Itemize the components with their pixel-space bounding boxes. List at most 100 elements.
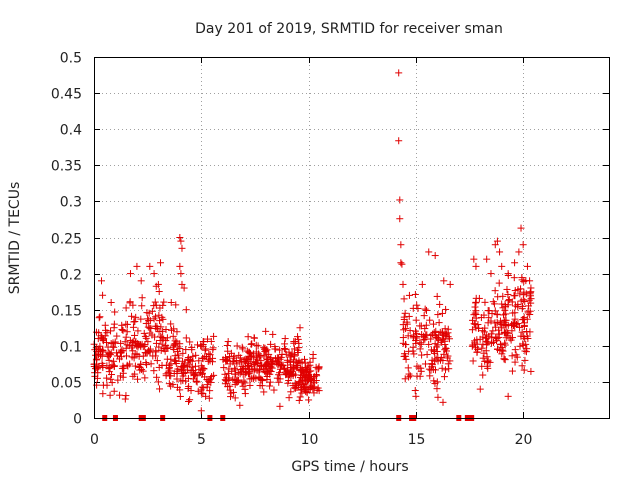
scatter-point — [395, 69, 403, 77]
scatter-point — [108, 361, 116, 369]
scatter-point — [244, 333, 252, 341]
scatter-point — [470, 255, 478, 263]
scatter-point — [197, 342, 205, 350]
scatter-point — [285, 394, 293, 402]
scatter-point — [511, 346, 519, 354]
scatter-point — [197, 389, 205, 397]
scatter-point — [431, 349, 439, 357]
scatter-point — [413, 301, 421, 309]
scatter-point — [226, 386, 234, 394]
y-tick-label: 0.35 — [51, 159, 82, 175]
scatter-point — [155, 328, 163, 336]
scatter-point — [481, 298, 489, 306]
scatter-point — [175, 354, 183, 362]
scatter-point — [179, 377, 187, 385]
scatter-point — [185, 382, 193, 390]
scatter-point — [147, 360, 155, 368]
scatter-point — [122, 392, 130, 400]
scatter-point — [246, 381, 254, 389]
scatter-point — [180, 284, 188, 292]
scatter-point — [468, 342, 476, 350]
scatter-point — [399, 334, 407, 342]
scatter-point — [517, 297, 525, 305]
scatter-point — [418, 351, 426, 359]
scatter-point — [496, 341, 504, 349]
scatter-point — [121, 395, 129, 403]
scatter-point — [260, 388, 268, 396]
scatter-point — [508, 367, 516, 375]
scatter-point — [517, 285, 525, 293]
scatter-point — [523, 345, 531, 353]
scatter-point — [475, 324, 483, 332]
scatter-point — [472, 314, 480, 322]
scatter-point — [481, 357, 489, 365]
scatter-point — [233, 360, 241, 368]
scatter-point — [416, 322, 424, 330]
scatter-point — [290, 339, 298, 347]
scatter-point — [276, 346, 284, 354]
scatter-point — [406, 327, 414, 335]
scatter-point — [504, 270, 512, 278]
scatter-point — [199, 355, 207, 363]
scatter-point — [431, 340, 439, 348]
scatter-point — [130, 318, 138, 326]
scatter-point — [442, 305, 450, 313]
scatter-point — [138, 294, 146, 302]
scatter-point — [400, 352, 408, 360]
scatter-point — [186, 356, 194, 364]
scatter-point — [262, 327, 270, 335]
scatter-point — [154, 280, 162, 288]
scatter-point — [173, 375, 181, 383]
scatter-point — [181, 361, 189, 369]
scatter-point — [298, 371, 306, 379]
scatter-point — [416, 345, 424, 353]
scatter-point — [423, 306, 431, 314]
scatter-point — [479, 327, 487, 335]
scatter-point — [96, 342, 104, 350]
scatter-point — [268, 358, 276, 366]
scatter-point — [405, 291, 413, 299]
scatter-point — [468, 316, 476, 324]
scatter-point — [206, 351, 214, 359]
scatter-point — [493, 310, 501, 318]
scatter-point — [306, 358, 314, 366]
scatter-point — [413, 372, 421, 380]
scatter-point — [170, 325, 178, 333]
scatter-point — [518, 328, 526, 336]
scatter-point — [425, 248, 433, 256]
scatter-point — [499, 292, 507, 300]
scatter-point — [187, 367, 195, 375]
y-tick-label: 0.4 — [60, 123, 82, 139]
scatter-point — [258, 382, 266, 390]
scatter-point — [148, 307, 156, 315]
scatter-point — [501, 316, 509, 324]
scatter-point — [490, 338, 498, 346]
scatter-point — [133, 351, 141, 359]
scatter-point — [134, 327, 142, 335]
scatter-point — [284, 379, 292, 387]
scatter-point — [152, 339, 160, 347]
scatter-point — [165, 364, 173, 372]
scatter-point — [116, 372, 124, 380]
scatter-point — [315, 364, 323, 372]
scatter-point — [231, 370, 239, 378]
scatter-point — [134, 375, 142, 383]
scatter-point — [301, 355, 309, 363]
scatter-point — [526, 328, 534, 336]
scatter-point — [255, 366, 263, 374]
scatter-point — [122, 352, 130, 360]
scatter-point — [420, 312, 428, 320]
scatter-point — [117, 346, 125, 354]
scatter-point — [283, 356, 291, 364]
scatter-point — [103, 374, 111, 382]
scatter-point — [513, 320, 521, 328]
scatter-point — [305, 396, 313, 404]
scatter-point — [476, 385, 484, 393]
scatter-point — [303, 384, 311, 392]
scatter-point — [156, 385, 164, 393]
scatter-point — [110, 387, 118, 395]
scatter-point — [511, 315, 519, 323]
scatter-point — [306, 376, 314, 384]
scatter-point — [137, 277, 145, 285]
